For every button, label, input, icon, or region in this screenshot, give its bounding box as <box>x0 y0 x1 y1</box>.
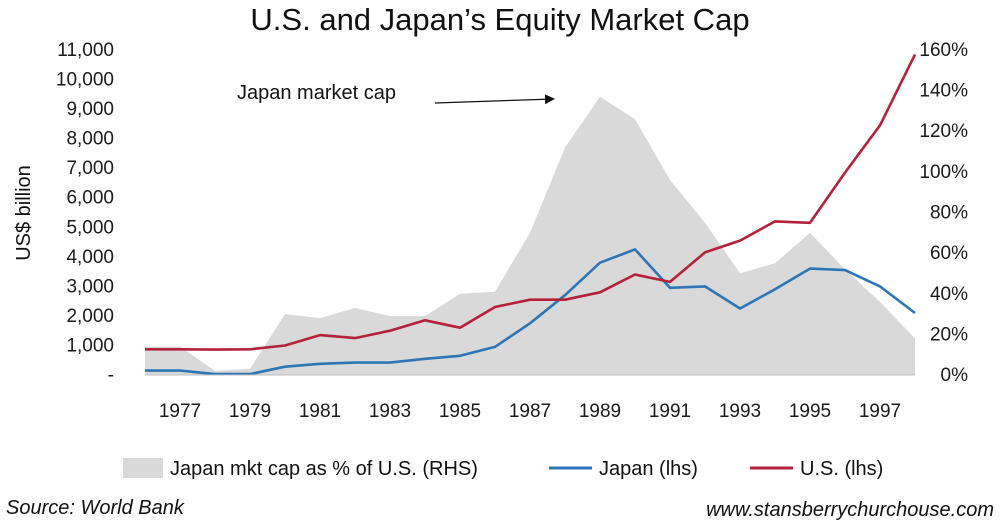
right-tick-label: 160% <box>919 40 968 61</box>
left-axis-ticks: - 1,000 2,000 3,000 4,000 5,000 6,000 7,000 8,00… <box>56 40 114 386</box>
left-tick-label: 10,000 <box>56 70 114 91</box>
series-line-us <box>145 53 917 351</box>
left-tick-label: 1,000 <box>66 336 114 357</box>
plot-area <box>145 53 917 376</box>
x-tick-label: 1977 <box>159 401 201 422</box>
right-tick-label: 0% <box>941 365 969 386</box>
left-tick-label: 4,000 <box>66 247 114 268</box>
legend-label-us: U.S. (lhs) <box>800 458 883 480</box>
legend-label-japan: Japan (lhs) <box>599 458 698 480</box>
left-tick-label: 2,000 <box>66 306 114 327</box>
right-tick-label: 20% <box>930 324 968 345</box>
source-note: Source: World Bank <box>6 497 185 519</box>
right-tick-label: 120% <box>919 121 968 142</box>
y-axis-label: US$ billion <box>13 165 35 261</box>
x-axis-ticks: 1977 1979 1981 1983 1985 1987 1989 1991 1993 1995… <box>159 401 901 422</box>
website-credit: www.stansberrychurchouse.com <box>706 499 994 521</box>
series-area-japan-pct-of-us <box>145 96 915 375</box>
left-tick-label: 7,000 <box>66 158 114 179</box>
x-tick-label: 1987 <box>509 401 551 422</box>
left-tick-label: 11,000 <box>57 40 114 61</box>
x-tick-label: 1995 <box>789 401 831 422</box>
annotation: Japan market cap <box>237 82 555 105</box>
legend-label-japan-pct: Japan mkt cap as % of U.S. (RHS) <box>170 458 478 480</box>
right-tick-label: 100% <box>919 162 968 183</box>
x-tick-label: 1981 <box>299 401 341 422</box>
right-tick-label: 60% <box>930 243 968 264</box>
x-tick-label: 1989 <box>579 401 621 422</box>
left-tick-label: 9,000 <box>66 99 114 120</box>
x-tick-label: 1993 <box>719 401 761 422</box>
x-tick-label: 1991 <box>649 401 691 422</box>
x-tick-label: 1997 <box>859 401 901 422</box>
chart-title: U.S. and Japan’s Equity Market Cap <box>250 2 749 37</box>
left-tick-label: 8,000 <box>66 129 114 150</box>
x-tick-label: 1983 <box>369 401 411 422</box>
left-tick-label: 3,000 <box>66 276 114 297</box>
annotation-text: Japan market cap <box>237 82 396 104</box>
right-tick-label: 140% <box>919 81 968 102</box>
right-axis-ticks: 0% 20% 40% 60% 80% 100% 120% 140% 160% <box>919 40 968 386</box>
right-tick-label: 40% <box>930 284 968 305</box>
series-line-japan <box>145 248 916 376</box>
left-tick-label: - <box>108 365 114 386</box>
right-tick-label: 80% <box>930 203 968 224</box>
x-tick-label: 1985 <box>439 401 481 422</box>
legend: Japan mkt cap as % of U.S. (RHS) Japan (… <box>123 458 883 480</box>
left-tick-label: 6,000 <box>66 188 114 209</box>
legend-swatch-japan-pct <box>123 458 163 478</box>
x-tick-label: 1979 <box>229 401 271 422</box>
left-tick-label: 5,000 <box>66 217 114 238</box>
annotation-arrow <box>434 94 555 105</box>
